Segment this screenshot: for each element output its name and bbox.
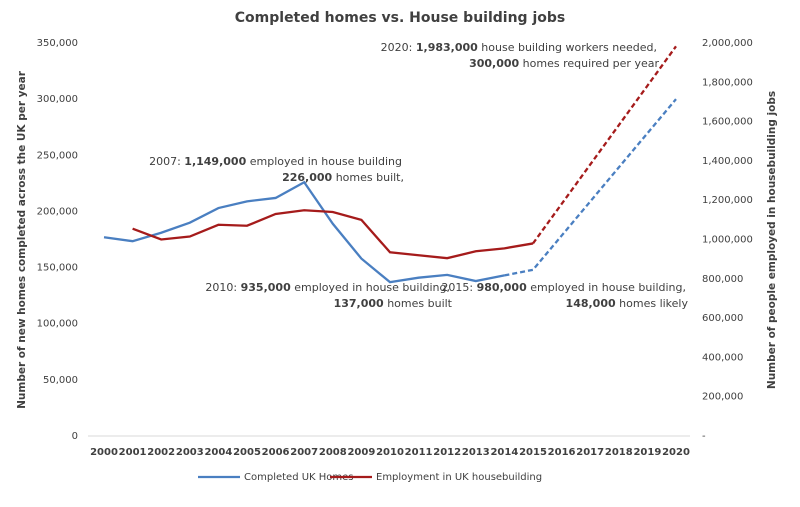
y-tick-label: 200,000 [37, 206, 78, 217]
x-tick-label: 2017 [576, 447, 604, 458]
annotation-part: 2007: [149, 155, 184, 168]
y2-tick-label: 1,000,000 [702, 235, 753, 246]
annotation-part: 1,149,000 [184, 155, 246, 168]
y2-tick-label: 400,000 [702, 352, 743, 363]
x-tick-label: 2006 [262, 447, 290, 458]
annotation: 300,000 homes required per year [469, 57, 659, 70]
y-tick-label: 50,000 [43, 375, 78, 386]
annotation: 148,000 homes likely [566, 297, 689, 310]
annotation-part: 2020: [381, 41, 416, 54]
annotation-part: 137,000 [334, 297, 384, 310]
y2-axis-title: Number of people employed in housebuildi… [766, 91, 778, 389]
x-tick-label: 2005 [233, 447, 261, 458]
y2-tick-label: 2,000,000 [702, 38, 753, 49]
y-tick-label: 350,000 [37, 38, 78, 49]
x-tick-label: 2014 [490, 447, 518, 458]
annotation-part: house building workers needed, [478, 41, 657, 54]
annotation-part: homes built [384, 297, 453, 310]
y2-tick-label: 600,000 [702, 313, 743, 324]
annotation-part: employed in house building [246, 155, 402, 168]
y-tick-label: 100,000 [37, 319, 78, 330]
y-axis-title: Number of new homes completed across the… [16, 70, 28, 409]
y2-tick-label: 800,000 [702, 274, 743, 285]
y2-tick-label: 1,600,000 [702, 117, 753, 128]
annotation: 2007: 1,149,000 employed in house buildi… [149, 155, 402, 168]
annotation-part: 980,000 [477, 281, 527, 294]
x-tick-label: 2013 [462, 447, 490, 458]
series-line [132, 209, 534, 260]
annotation-part: 1,983,000 [416, 41, 478, 54]
annotation-part: homes required per year [519, 57, 659, 70]
x-tick-label: 2008 [319, 447, 347, 458]
x-tick-label: 2000 [90, 447, 118, 458]
y-tick-label: 0 [72, 431, 78, 442]
x-tick-label: 2020 [662, 447, 690, 458]
annotation-part: employed in house building, [527, 281, 686, 294]
y2-tick-label: 1,200,000 [702, 195, 753, 206]
y2-tick-label: 200,000 [702, 392, 743, 403]
x-tick-label: 2007 [290, 447, 318, 458]
x-tick-label: 2009 [347, 447, 375, 458]
legend-label: Employment in UK housebuilding [376, 472, 542, 483]
x-tick-label: 2015 [519, 447, 547, 458]
y-tick-label: 150,000 [37, 263, 78, 274]
annotation-part: 226,000 [282, 171, 332, 184]
x-tick-label: 2002 [147, 447, 175, 458]
chart-title: Completed homes vs. House building jobs [235, 10, 565, 26]
annotation: 2015: 980,000 employed in house building… [441, 281, 686, 294]
y2-tick-label: - [702, 431, 706, 442]
annotation-part: 2015: [441, 281, 476, 294]
y-tick-label: 250,000 [37, 150, 78, 161]
x-tick-label: 2010 [376, 447, 404, 458]
annotation-part: 935,000 [241, 281, 291, 294]
series-line [103, 180, 505, 284]
x-tick-label: 2001 [119, 447, 147, 458]
legend-label: Completed UK Homes [244, 472, 354, 483]
y2-tick-label: 1,800,000 [702, 77, 753, 88]
x-tick-label: 2012 [433, 447, 461, 458]
annotation-part: 148,000 [566, 297, 616, 310]
x-tick-label: 2018 [605, 447, 633, 458]
y2-tick-label: 1,400,000 [702, 156, 753, 167]
annotation: 226,000 homes built, [282, 171, 404, 184]
annotation-part: 300,000 [469, 57, 519, 70]
x-tick-label: 2003 [176, 447, 204, 458]
x-tick-label: 2011 [405, 447, 433, 458]
annotation-part: homes built, [332, 171, 404, 184]
x-tick-label: 2004 [204, 447, 232, 458]
annotation: 137,000 homes built [334, 297, 453, 310]
x-tick-label: 2019 [633, 447, 661, 458]
projection-line [532, 45, 677, 245]
y-tick-label: 300,000 [37, 94, 78, 105]
annotation: 2020: 1,983,000 house building workers n… [381, 41, 657, 54]
annotation-part: homes likely [616, 297, 689, 310]
projection-line [504, 98, 677, 277]
annotation-part: 2010: [205, 281, 240, 294]
annotation-part: employed in house building, [291, 281, 450, 294]
x-tick-label: 2016 [548, 447, 576, 458]
annotation: 2010: 935,000 employed in house building… [205, 281, 450, 294]
